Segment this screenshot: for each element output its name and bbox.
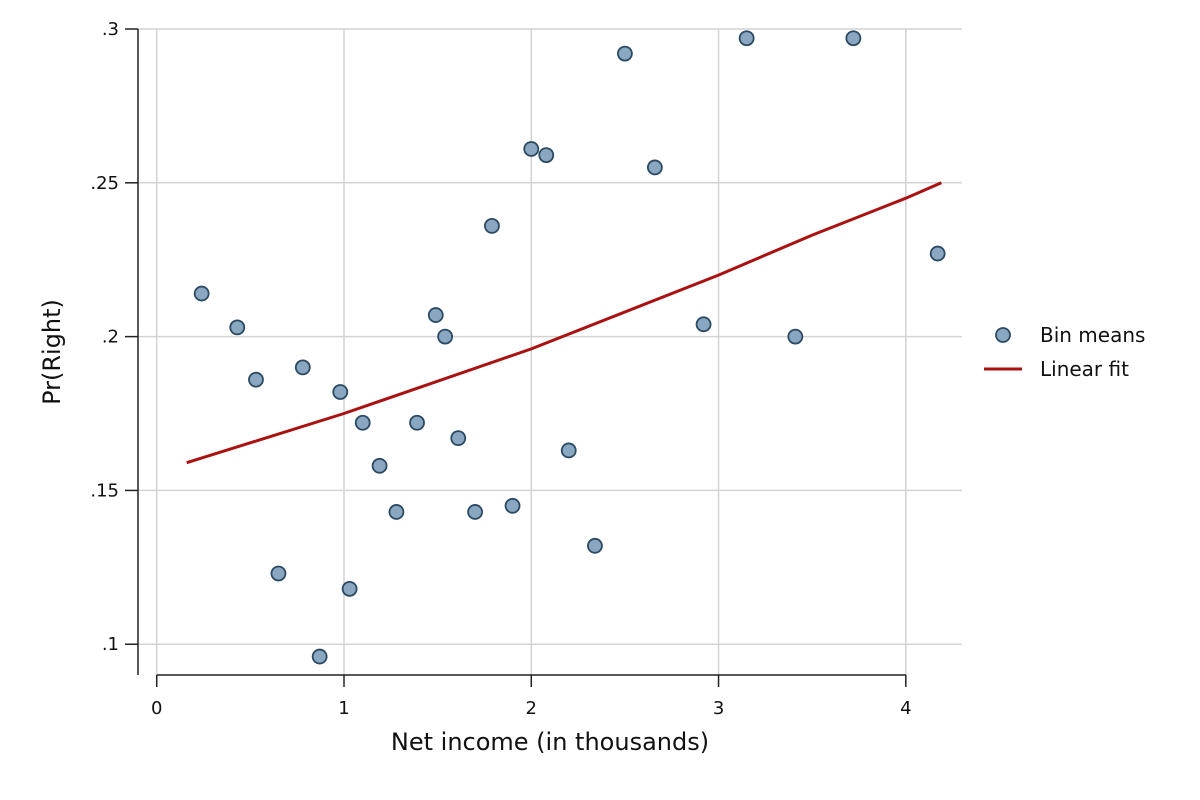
bin-mean-point [341,580,358,597]
y-tick-label: .25 [90,173,119,194]
bin-mean-point [587,537,603,554]
x-tick-label: 1 [338,698,349,719]
plot-area [138,29,962,675]
bin-mean-point [371,457,388,474]
x-tick-label: 0 [151,698,162,719]
y-tick-label: .3 [102,19,119,40]
bin-mean-point [193,285,210,302]
linear-fit-line [186,181,942,465]
bin-mean-point [248,371,264,388]
y-tick-label: .2 [102,327,119,348]
legend: Bin means Linear fit [984,323,1145,381]
x-tick-label: 2 [526,698,537,719]
bin-mean-point [523,141,540,157]
y-axis-title: Pr(Right) [38,299,66,405]
bin-mean-point [929,245,946,262]
legend-label-bin-means: Bin means [1040,323,1145,347]
bin-mean-point [646,159,663,176]
grid-lines [138,28,962,675]
x-axis-title: Net income (in thousands) [391,728,709,756]
bin-mean-point [437,328,454,345]
fit-line-layer [186,181,942,465]
bin-mean-point [332,384,349,400]
bin-mean-point [538,147,555,164]
bin-mean-point [450,430,467,447]
bin-mean-point [738,30,755,47]
bin-mean-point [484,217,500,234]
y-tick-label: .15 [90,480,119,501]
bin-mean-point [270,565,287,582]
bin-mean-point [229,319,246,336]
y-tick-label: .1 [102,634,119,655]
bin-mean-point [294,359,311,376]
x-tick-label: 4 [900,698,911,719]
bin-mean-point [845,30,862,47]
legend-marker-bin-means [995,327,1011,343]
bin-mean-point [311,648,328,665]
bin-mean-point [560,442,577,459]
bin-mean-point [695,316,712,333]
points-layer [193,30,946,665]
bin-mean-point [409,414,425,431]
bin-mean-point [504,497,521,514]
bin-mean-point [787,328,804,345]
axes: 0 1 2 3 4 .1 .15 .2 .25 .3 [90,19,911,719]
bin-mean-point [427,307,444,323]
bin-mean-point [354,414,371,431]
x-tick-label: 3 [713,698,724,719]
bin-mean-point [388,504,405,520]
bin-mean-point [617,45,633,62]
bin-mean-point [467,504,483,520]
legend-label-linear-fit: Linear fit [1040,357,1129,381]
